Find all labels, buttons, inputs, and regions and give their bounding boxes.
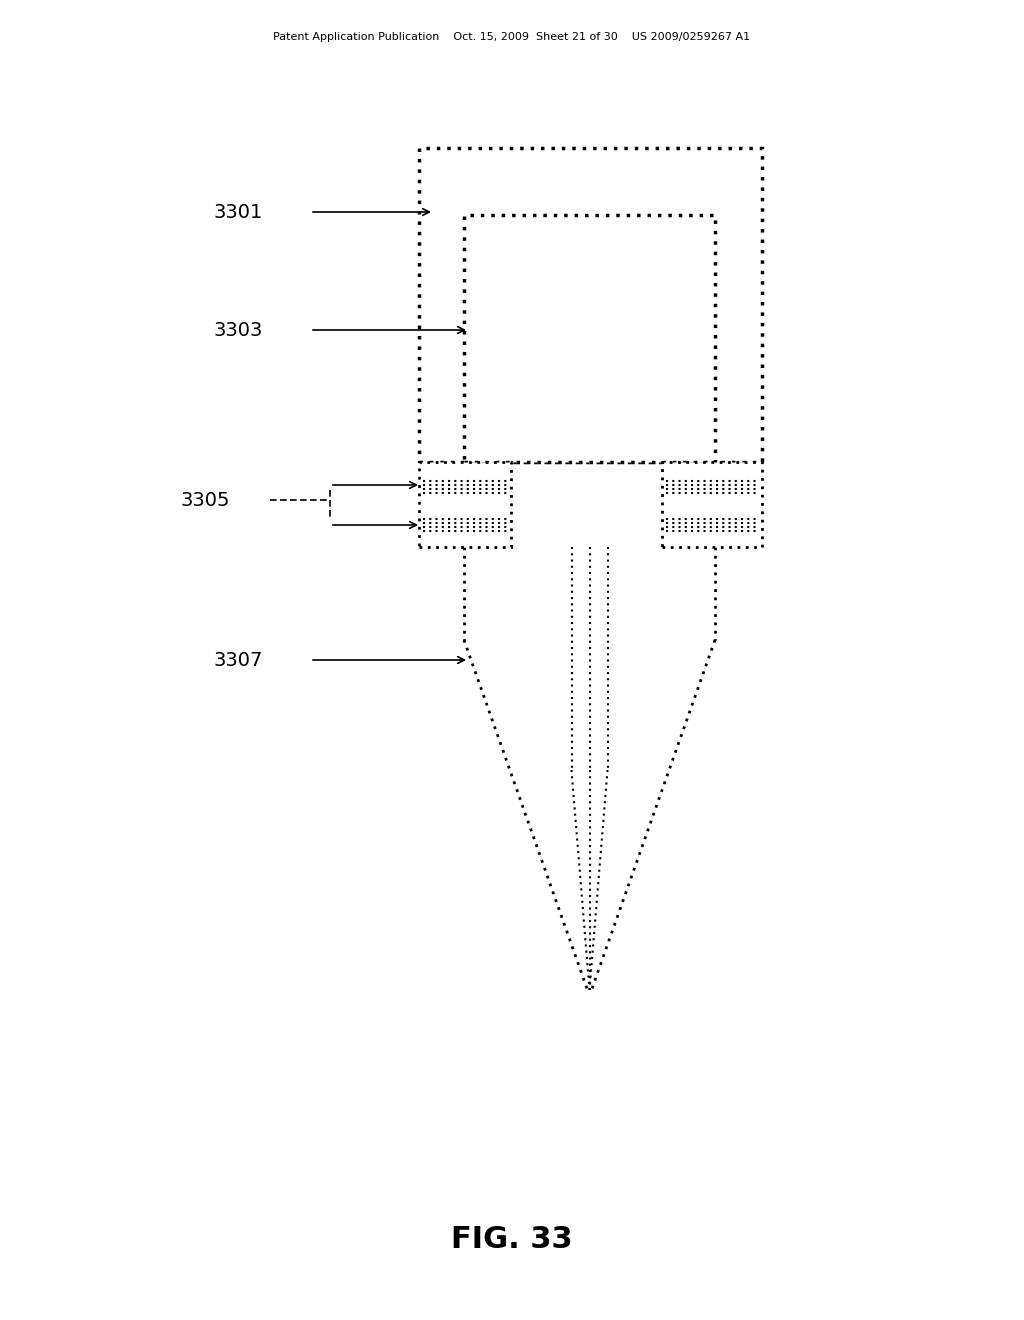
Bar (464, 215, 715, 462)
Text: 3303: 3303 (214, 321, 263, 339)
Text: 3301: 3301 (214, 202, 263, 222)
Text: 3307: 3307 (214, 651, 263, 669)
Text: Patent Application Publication    Oct. 15, 2009  Sheet 21 of 30    US 2009/02592: Patent Application Publication Oct. 15, … (273, 32, 751, 42)
Bar (419, 148, 762, 462)
Bar (419, 462, 511, 546)
Text: 3305: 3305 (180, 491, 230, 510)
Text: FIG. 33: FIG. 33 (452, 1225, 572, 1254)
Bar (662, 462, 762, 546)
